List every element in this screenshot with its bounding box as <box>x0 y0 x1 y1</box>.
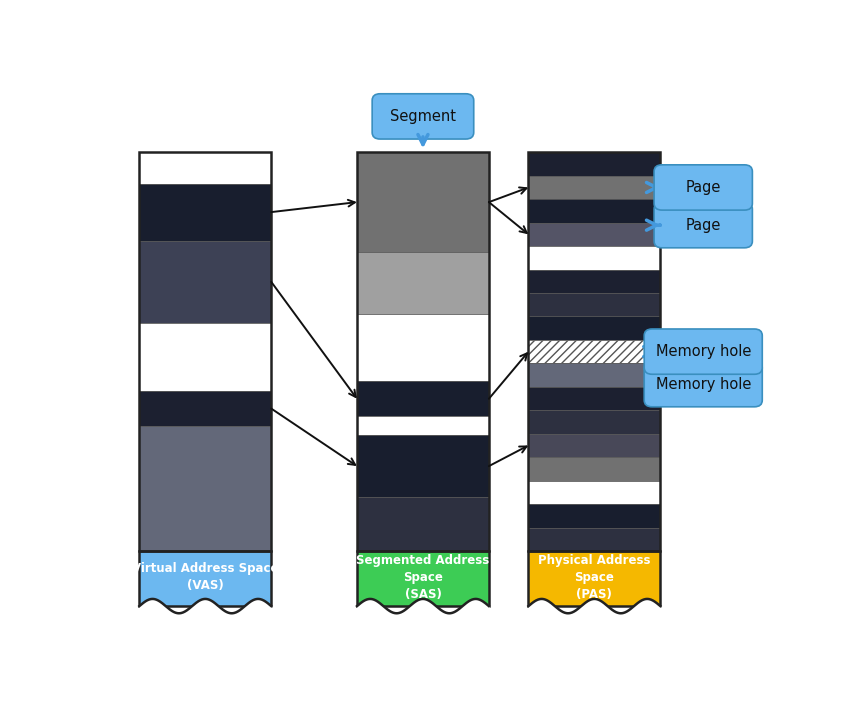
Text: Page: Page <box>686 180 721 195</box>
FancyBboxPatch shape <box>644 361 762 407</box>
Bar <box>528 364 660 386</box>
Bar <box>357 314 488 381</box>
Text: Memory hole: Memory hole <box>655 376 751 391</box>
Text: Segmented Address
Space
(SAS): Segmented Address Space (SAS) <box>357 554 489 601</box>
Bar <box>528 316 660 340</box>
Bar <box>528 223 660 246</box>
Bar <box>357 252 488 314</box>
Text: Memory hole: Memory hole <box>655 344 751 359</box>
Bar <box>528 199 660 223</box>
Bar <box>357 152 488 252</box>
Bar <box>528 293 660 316</box>
Bar <box>528 340 660 364</box>
FancyBboxPatch shape <box>372 94 474 139</box>
Bar <box>528 246 660 270</box>
Bar <box>528 457 660 480</box>
Text: Virtual Address Space
(VAS): Virtual Address Space (VAS) <box>132 562 278 592</box>
Bar <box>528 434 660 457</box>
Bar <box>528 551 660 606</box>
FancyBboxPatch shape <box>644 329 762 374</box>
Text: Segment: Segment <box>390 109 456 124</box>
Text: Page: Page <box>686 218 721 233</box>
Bar <box>140 184 271 241</box>
Bar <box>357 417 488 435</box>
FancyBboxPatch shape <box>654 165 752 210</box>
Bar <box>140 551 271 606</box>
Text: Physical Address
Space
(PAS): Physical Address Space (PAS) <box>538 554 651 601</box>
Bar <box>140 152 271 184</box>
Bar <box>140 323 271 391</box>
Bar <box>357 497 488 551</box>
Bar <box>528 152 660 551</box>
Bar <box>528 504 660 528</box>
Bar <box>528 176 660 199</box>
Bar <box>140 152 271 551</box>
Bar <box>357 152 488 551</box>
Bar <box>528 410 660 434</box>
Bar <box>140 426 271 551</box>
Bar <box>140 241 271 323</box>
Bar <box>528 270 660 293</box>
FancyBboxPatch shape <box>654 202 752 248</box>
Bar <box>357 551 488 606</box>
Bar <box>357 435 488 497</box>
Bar <box>528 152 660 176</box>
Bar <box>528 480 660 504</box>
Bar <box>528 528 660 551</box>
Bar <box>140 391 271 426</box>
Bar <box>357 381 488 417</box>
Bar <box>528 386 660 410</box>
